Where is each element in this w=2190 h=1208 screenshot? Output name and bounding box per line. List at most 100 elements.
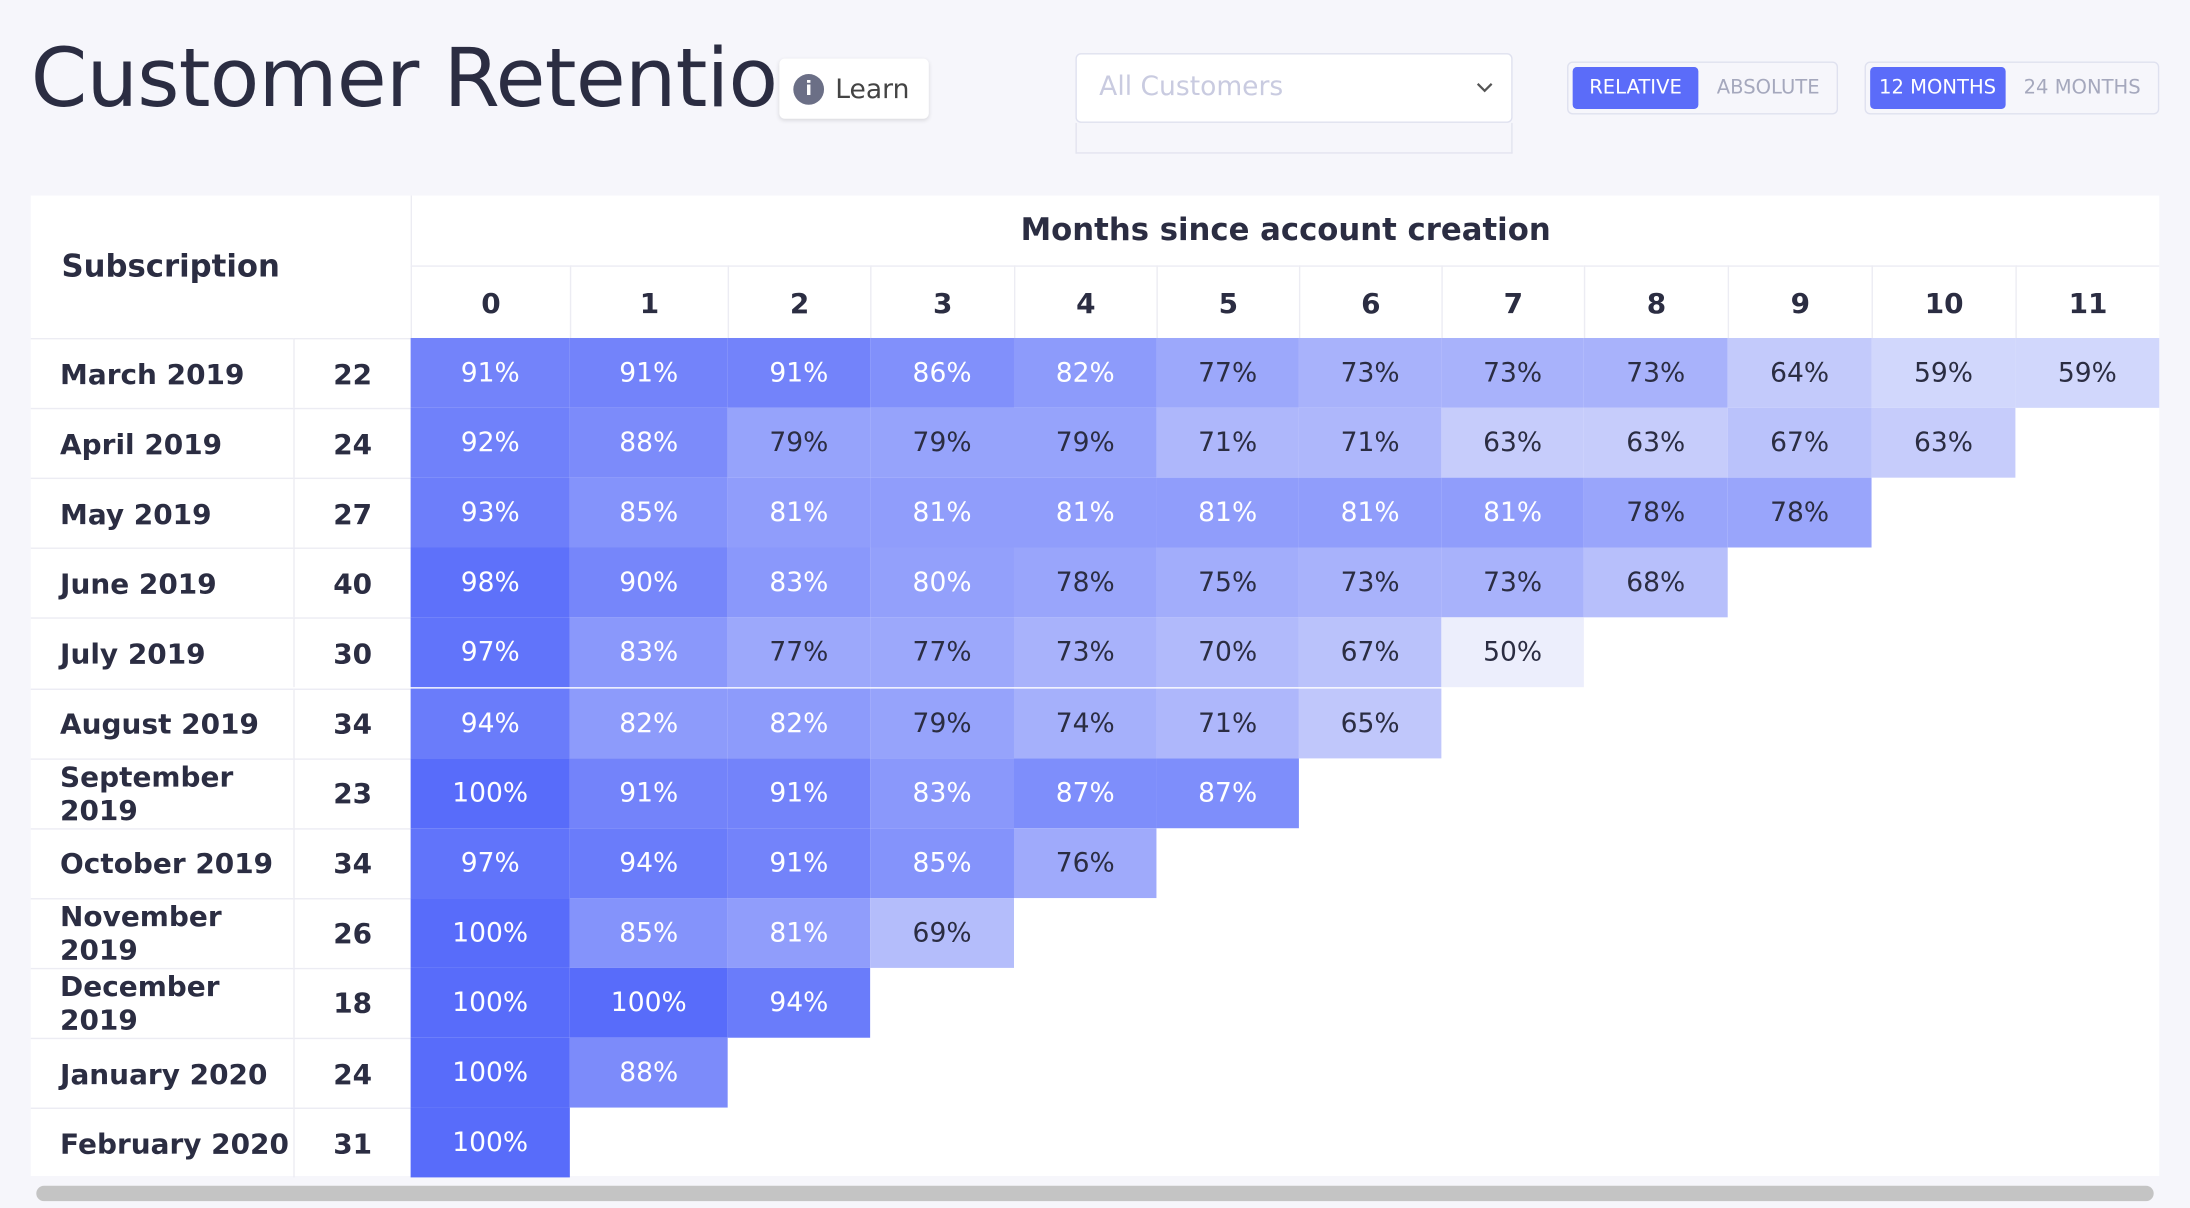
retention-cell: 100% bbox=[410, 757, 570, 828]
retention-cell: 63% bbox=[1871, 407, 2016, 478]
column-header: 5 bbox=[1156, 265, 1299, 338]
retention-cell: 94% bbox=[410, 687, 570, 758]
retention-cell: 67% bbox=[1727, 407, 1872, 478]
mode-button[interactable]: RELATIVE bbox=[1572, 67, 1699, 109]
retention-cell: 98% bbox=[410, 547, 570, 618]
retention-cell: 83% bbox=[569, 617, 728, 688]
row-count: 30 bbox=[293, 617, 411, 688]
retention-cell: 81% bbox=[870, 477, 1014, 548]
retention-cell: 91% bbox=[410, 337, 570, 408]
retention-cell: 87% bbox=[1013, 757, 1157, 828]
retention-cell: 70% bbox=[1156, 617, 1299, 688]
column-header: 4 bbox=[1013, 265, 1157, 338]
retention-cell: 83% bbox=[727, 547, 871, 618]
retention-cell: 78% bbox=[1727, 477, 1872, 548]
row-header: Subscription bbox=[61, 249, 280, 285]
column-header: 7 bbox=[1441, 265, 1584, 338]
retention-cell: 91% bbox=[569, 337, 728, 408]
retention-cell: 82% bbox=[1013, 337, 1157, 408]
retention-cell: 73% bbox=[1298, 547, 1442, 618]
retention-cell: 85% bbox=[569, 477, 728, 548]
retention-cell: 85% bbox=[569, 897, 728, 968]
column-header: 11 bbox=[2015, 265, 2160, 338]
column-header: 6 bbox=[1298, 265, 1442, 338]
retention-cell: 88% bbox=[569, 407, 728, 478]
retention-cell: 81% bbox=[1013, 477, 1157, 548]
retention-cell: 86% bbox=[870, 337, 1014, 408]
row-count: 34 bbox=[293, 687, 411, 758]
mode-button[interactable]: ABSOLUTE bbox=[1716, 76, 1820, 100]
retention-cell: 81% bbox=[727, 477, 871, 548]
retention-cell: 73% bbox=[1441, 547, 1584, 618]
retention-cell: 79% bbox=[1013, 407, 1157, 478]
learn-button[interactable]: i Learn bbox=[779, 58, 929, 119]
row-count: 31 bbox=[293, 1107, 411, 1178]
retention-cell: 100% bbox=[410, 897, 570, 968]
retention-cell: 79% bbox=[727, 407, 871, 478]
filter-placeholder: All Customers bbox=[1099, 71, 1284, 102]
retention-cell: 73% bbox=[1298, 337, 1442, 408]
row-label: March 2019 bbox=[30, 337, 294, 408]
row-count: 40 bbox=[293, 547, 411, 618]
retention-cell: 80% bbox=[870, 547, 1014, 618]
customer-filter[interactable]: All Customers bbox=[1075, 53, 1513, 123]
retention-cell: 82% bbox=[569, 687, 728, 758]
retention-cell: 71% bbox=[1298, 407, 1442, 478]
retention-cell: 79% bbox=[870, 407, 1014, 478]
retention-cell: 91% bbox=[727, 337, 871, 408]
retention-cell: 64% bbox=[1727, 337, 1872, 408]
row-label: December 2019 bbox=[30, 967, 294, 1038]
row-count: 34 bbox=[293, 827, 411, 898]
range-button[interactable]: 12 MONTHS bbox=[1870, 67, 2005, 109]
retention-cell: 63% bbox=[1441, 407, 1584, 478]
retention-cell: 88% bbox=[569, 1037, 728, 1108]
retention-cell: 71% bbox=[1156, 687, 1299, 758]
column-header: 10 bbox=[1871, 265, 2016, 338]
row-label: August 2019 bbox=[30, 687, 294, 758]
retention-table: Subscription Months since account creatio… bbox=[30, 195, 2160, 1178]
learn-label: Learn bbox=[835, 73, 910, 105]
scrollbar[interactable] bbox=[36, 1185, 2154, 1202]
retention-cell: 73% bbox=[1583, 337, 1728, 408]
retention-cell: 92% bbox=[410, 407, 570, 478]
row-label: November 2019 bbox=[30, 897, 294, 968]
retention-cell: 94% bbox=[727, 967, 871, 1038]
column-header: 0 bbox=[410, 265, 570, 338]
retention-cell: 76% bbox=[1013, 827, 1157, 898]
row-count: 22 bbox=[293, 337, 411, 408]
retention-cell: 77% bbox=[1156, 337, 1299, 408]
retention-cell: 81% bbox=[1441, 477, 1584, 548]
column-header: 9 bbox=[1727, 265, 1872, 338]
retention-cell: 100% bbox=[410, 967, 570, 1038]
retention-cell: 74% bbox=[1013, 687, 1157, 758]
retention-cell: 100% bbox=[569, 967, 728, 1038]
retention-cell: 91% bbox=[727, 757, 871, 828]
column-header: 3 bbox=[870, 265, 1014, 338]
retention-cell: 97% bbox=[410, 827, 570, 898]
chevron bbox=[1476, 83, 1493, 93]
retention-cell: 97% bbox=[410, 617, 570, 688]
row-count: 18 bbox=[293, 967, 411, 1038]
row-count: 27 bbox=[293, 477, 411, 548]
row-count: 26 bbox=[293, 897, 411, 968]
retention-cell: 83% bbox=[870, 757, 1014, 828]
row-count: 23 bbox=[293, 757, 411, 828]
row-label: June 2019 bbox=[30, 547, 294, 618]
range-button[interactable]: 24 MONTHS bbox=[2023, 76, 2141, 100]
retention-cell: 81% bbox=[727, 897, 871, 968]
retention-cell: 73% bbox=[1013, 617, 1157, 688]
retention-cell: 77% bbox=[727, 617, 871, 688]
retention-cell: 68% bbox=[1583, 547, 1728, 618]
column-header: 1 bbox=[569, 265, 728, 338]
page-title: Customer Retention bbox=[30, 30, 829, 126]
row-label: February 2020 bbox=[30, 1107, 294, 1178]
row-label: January 2020 bbox=[30, 1037, 294, 1108]
row-label: May 2019 bbox=[30, 477, 294, 548]
row-count: 24 bbox=[293, 407, 411, 478]
retention-cell: 82% bbox=[727, 687, 871, 758]
retention-cell: 91% bbox=[569, 757, 728, 828]
row-label: October 2019 bbox=[30, 827, 294, 898]
retention-cell: 87% bbox=[1156, 757, 1299, 828]
retention-cell: 94% bbox=[569, 827, 728, 898]
